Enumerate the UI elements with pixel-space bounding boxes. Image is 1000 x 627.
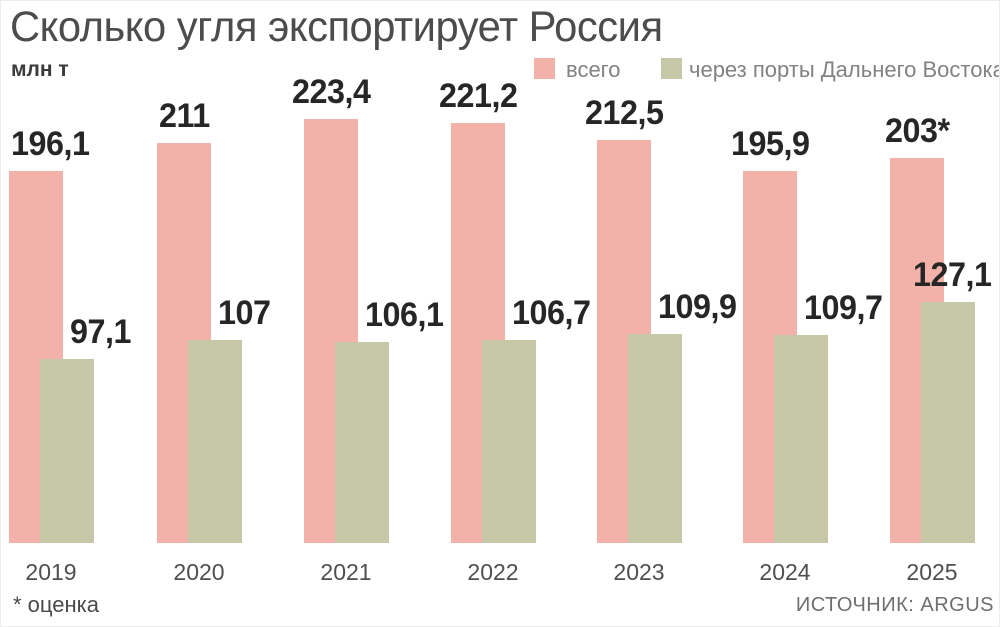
- year-label-2025: 2025: [906, 559, 958, 585]
- value-label-far-east-2021: 106,1: [365, 295, 444, 334]
- year-label-2022: 2022: [467, 559, 519, 585]
- value-label-total-2020: 211: [158, 96, 210, 135]
- value-label-total-2024: 195,9: [730, 125, 810, 164]
- value-label-total-2021: 223,4: [291, 72, 371, 111]
- value-label-total-2019: 196,1: [11, 124, 90, 163]
- bar-far-east-2025: [921, 301, 975, 543]
- year-label-2020: 2020: [173, 559, 225, 585]
- bar-far-east-2023: [628, 334, 682, 543]
- bar-far-east-2019: [40, 358, 94, 543]
- legend-swatch-total: [534, 58, 555, 79]
- value-label-far-east-2024: 109,7: [804, 288, 883, 327]
- year-label-2023: 2023: [613, 559, 665, 585]
- bar-far-east-2022: [482, 340, 536, 543]
- value-label-far-east-2022: 106,7: [512, 294, 591, 333]
- value-label-far-east-2019: 97,1: [70, 312, 131, 351]
- bar-far-east-2024: [774, 334, 828, 543]
- legend-label-far-east-ports: через порты Дальнего Востока: [689, 57, 1000, 82]
- footnote-estimate: * оценка: [13, 592, 99, 617]
- value-label-far-east-2020: 107: [218, 293, 271, 332]
- value-label-far-east-2023: 109,9: [658, 288, 737, 327]
- bar-far-east-2021: [335, 341, 389, 543]
- year-label-2021: 2021: [320, 559, 372, 585]
- year-label-2019: 2019: [25, 559, 77, 585]
- legend-label-total: всего: [566, 57, 621, 82]
- unit-label: млн т: [11, 58, 69, 81]
- legend-swatch-far-east-ports: [661, 58, 682, 79]
- chart-title: Сколько угля экспортирует Россия: [10, 3, 663, 51]
- value-label-total-2025: 203*: [884, 111, 950, 150]
- source-credit: ИСТОЧНИК: ARGUS: [795, 594, 994, 616]
- value-label-far-east-2025: 127,1: [912, 255, 992, 294]
- year-label-2024: 2024: [759, 559, 811, 585]
- value-label-total-2023: 212,5: [584, 93, 664, 132]
- value-label-total-2022: 221,2: [438, 77, 518, 116]
- bar-far-east-2020: [188, 339, 242, 543]
